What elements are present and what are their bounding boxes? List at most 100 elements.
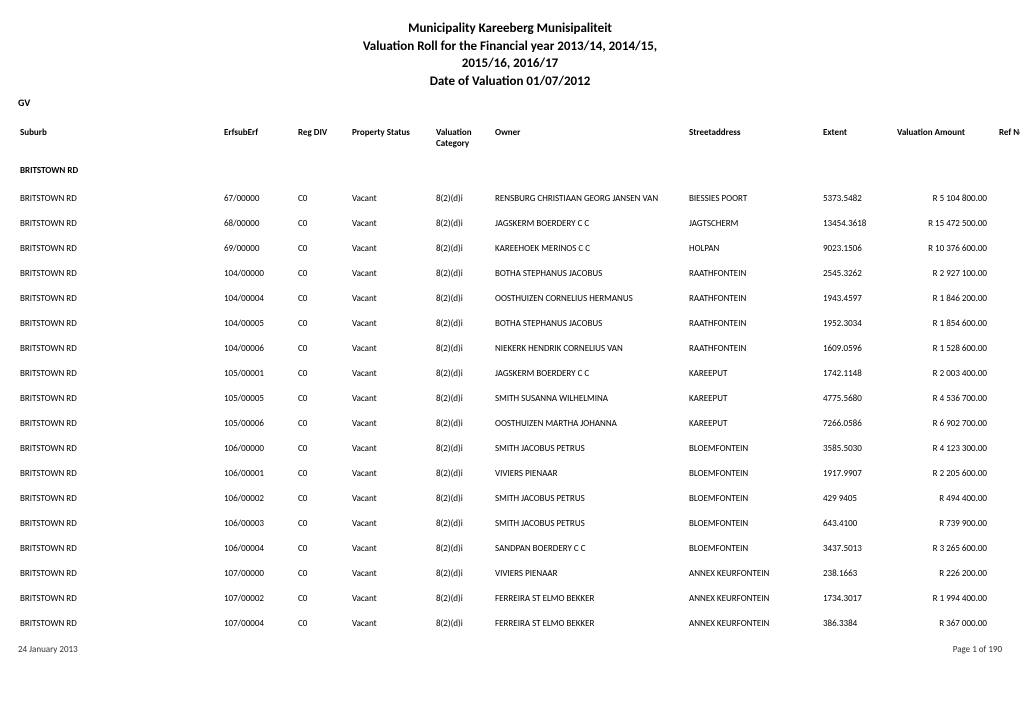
cell-suburb: BRITSTOWN RD <box>18 186 222 211</box>
cell-valcat: 8(2)(d)i <box>434 336 493 361</box>
cell-erf: 106/00000 <box>222 436 296 461</box>
cell-refno: B1/5 <box>989 311 1020 336</box>
col-header-extent: Extent <box>821 125 895 155</box>
cell-suburb: BRITSTOWN RD <box>18 311 222 336</box>
cell-regdiv: C0 <box>296 586 350 611</box>
cell-valamt: R 1 846 200.00 <box>895 286 989 311</box>
cell-extent: 1742.1148 <box>821 361 895 386</box>
title-line-3: 2015/16, 2016/17 <box>18 55 1002 73</box>
cell-erf: 68/00000 <box>222 211 296 236</box>
table-row: BRITSTOWN RD106/00004C0Vacant8(2)(d)iSAN… <box>18 536 1020 561</box>
cell-suburb: BRITSTOWN RD <box>18 261 222 286</box>
cell-owner: JAGSKERM BOERDERY C C <box>493 361 687 386</box>
cell-extent: 5373.5482 <box>821 186 895 211</box>
group-header-row: BRITSTOWN RD <box>18 155 1020 186</box>
cell-street: ANNEX KEURFONTEIN <box>687 561 821 586</box>
cell-status: Vacant <box>350 561 434 586</box>
cell-valcat: 8(2)(d)i <box>434 286 493 311</box>
cell-street: BLOEMFONTEIN <box>687 511 821 536</box>
cell-refno: B1/2 <box>989 236 1020 261</box>
table-row: BRITSTOWN RD69/00000C0Vacant8(2)(d)iKARE… <box>18 236 1020 261</box>
cell-refno: B1/16 <box>989 586 1020 611</box>
cell-valamt: R 2 003 400.00 <box>895 361 989 386</box>
cell-status: Vacant <box>350 536 434 561</box>
table-row: BRITSTOWN RD67/00000C0Vacant8(2)(d)iRENS… <box>18 186 1020 211</box>
cell-street: KAREEPUT <box>687 361 821 386</box>
cell-suburb: BRITSTOWN RD <box>18 211 222 236</box>
title-line-2: Valuation Roll for the Financial year 20… <box>18 38 1002 56</box>
cell-erf: 106/00002 <box>222 486 296 511</box>
cell-status: Vacant <box>350 361 434 386</box>
cell-status: Vacant <box>350 486 434 511</box>
cell-suburb: BRITSTOWN RD <box>18 561 222 586</box>
cell-valamt: R 6 902 700.00 <box>895 411 989 436</box>
table-row: BRITSTOWN RD105/00005C0Vacant8(2)(d)iSMI… <box>18 386 1020 411</box>
page-footer: 24 January 2013 Page 1 of 190 <box>18 644 1002 655</box>
cell-street: ANNEX KEURFONTEIN <box>687 586 821 611</box>
cell-valcat: 8(2)(d)i <box>434 436 493 461</box>
cell-owner: VIVIERS PIENAAR <box>493 561 687 586</box>
cell-erf: 106/00001 <box>222 461 296 486</box>
table-row: BRITSTOWN RD107/00000C0Vacant8(2)(d)iVIV… <box>18 561 1020 586</box>
cell-erf: 105/00005 <box>222 386 296 411</box>
table-row: BRITSTOWN RD107/00002C0Vacant8(2)(d)iFER… <box>18 586 1020 611</box>
cell-status: Vacant <box>350 386 434 411</box>
cell-suburb: BRITSTOWN RD <box>18 586 222 611</box>
cell-owner: SMITH JACOBUS PETRUS <box>493 511 687 536</box>
cell-valcat: 8(2)(d)i <box>434 361 493 386</box>
cell-extent: 3437.5013 <box>821 536 895 561</box>
cell-extent: 4775.5680 <box>821 386 895 411</box>
cell-extent: 643.4100 <box>821 511 895 536</box>
cell-street: JAGTSCHERM <box>687 211 821 236</box>
cell-refno: B1/14 <box>989 536 1020 561</box>
cell-extent: 238.1663 <box>821 561 895 586</box>
col-header-status: Property Status <box>350 125 434 155</box>
cell-street: RAATHFONTEIN <box>687 311 821 336</box>
cell-valcat: 8(2)(d)i <box>434 211 493 236</box>
table-row: BRITSTOWN RD106/00000C0Vacant8(2)(d)iSMI… <box>18 436 1020 461</box>
cell-suburb: BRITSTOWN RD <box>18 286 222 311</box>
cell-suburb: BRITSTOWN RD <box>18 536 222 561</box>
cell-extent: 1952.3034 <box>821 311 895 336</box>
cell-status: Vacant <box>350 286 434 311</box>
cell-street: RAATHFONTEIN <box>687 261 821 286</box>
cell-status: Vacant <box>350 436 434 461</box>
cell-refno: B1/8 <box>989 386 1020 411</box>
group-header-label: BRITSTOWN RD <box>18 155 1020 186</box>
cell-regdiv: C0 <box>296 411 350 436</box>
cell-erf: 106/00004 <box>222 536 296 561</box>
cell-owner: BOTHA STEPHANUS JACOBUS <box>493 261 687 286</box>
col-header-regdiv: Reg DIV <box>296 125 350 155</box>
cell-owner: RENSBURG CHRISTIAAN GEORG JANSEN VAN <box>493 186 687 211</box>
col-header-street: Streetaddress <box>687 125 821 155</box>
table-row: BRITSTOWN RD104/00000C0Vacant8(2)(d)iBOT… <box>18 261 1020 286</box>
cell-valamt: R 1 528 600.00 <box>895 336 989 361</box>
cell-status: Vacant <box>350 511 434 536</box>
table-row: BRITSTOWN RD106/00003C0Vacant8(2)(d)iSMI… <box>18 511 1020 536</box>
cell-extent: 1917.9907 <box>821 461 895 486</box>
cell-owner: BOTHA STEPHANUS JACOBUS <box>493 311 687 336</box>
cell-valamt: R 739 900.00 <box>895 511 989 536</box>
table-row: BRITSTOWN RD104/00004C0Vacant8(2)(d)iOOS… <box>18 286 1020 311</box>
cell-valcat: 8(2)(d)i <box>434 511 493 536</box>
cell-street: BLOEMFONTEIN <box>687 486 821 511</box>
cell-street: BLOEMFONTEIN <box>687 536 821 561</box>
col-header-erf: ErfsubErf <box>222 125 296 155</box>
cell-regdiv: C0 <box>296 511 350 536</box>
cell-erf: 105/00001 <box>222 361 296 386</box>
cell-valcat: 8(2)(d)i <box>434 536 493 561</box>
col-header-suburb: Suburb <box>18 125 222 155</box>
cell-refno: B1/17 <box>989 611 1020 636</box>
cell-valamt: R 4 536 700.00 <box>895 386 989 411</box>
cell-regdiv: C0 <box>296 261 350 286</box>
cell-valamt: R 5 104 800.00 <box>895 186 989 211</box>
cell-regdiv: C0 <box>296 561 350 586</box>
cell-refno: B1/7 <box>989 361 1020 386</box>
cell-valcat: 8(2)(d)i <box>434 186 493 211</box>
cell-erf: 107/00002 <box>222 586 296 611</box>
cell-valamt: R 10 376 600.00 <box>895 236 989 261</box>
cell-regdiv: C0 <box>296 286 350 311</box>
cell-regdiv: C0 <box>296 186 350 211</box>
cell-erf: 104/00000 <box>222 261 296 286</box>
cell-street: KAREEPUT <box>687 386 821 411</box>
